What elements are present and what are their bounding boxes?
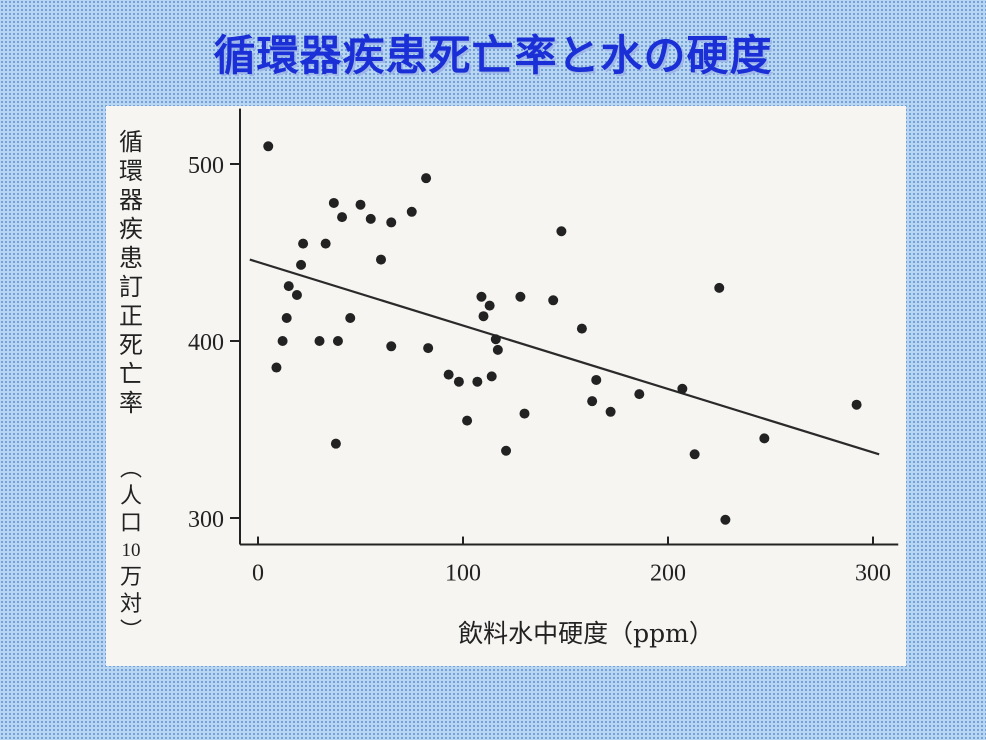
data-point	[277, 336, 288, 346]
trend-line	[249, 258, 880, 456]
y-tick-label: 500	[188, 153, 224, 179]
data-point	[556, 226, 567, 237]
scatter-chart: 0 100 200 300 300 400 500	[188, 108, 899, 587]
data-point	[386, 341, 397, 352]
x-tick-label: 300	[855, 561, 891, 587]
y-tick-label: 400	[188, 330, 224, 356]
data-point	[263, 141, 274, 152]
data-point	[519, 408, 530, 419]
x-axis-label: 飲料水中硬度（ppm）	[458, 619, 714, 648]
x-tick-label: 100	[445, 561, 481, 587]
data-point	[365, 213, 376, 224]
data-point	[320, 238, 331, 249]
data-point	[296, 259, 307, 270]
data-point	[337, 212, 348, 223]
y-axis-label: 循環器疾患訂正死亡率	[119, 128, 143, 417]
data-point	[355, 199, 366, 210]
data-point	[486, 371, 497, 382]
data-point	[330, 438, 341, 449]
y-unit-char: 万	[119, 565, 142, 590]
data-point	[759, 433, 770, 444]
data-point	[328, 197, 339, 208]
data-point	[332, 336, 343, 346]
x-tick-label: 200	[650, 561, 686, 587]
data-point	[587, 396, 598, 407]
data-point	[376, 254, 386, 265]
y-unit-paren-close: ︶	[119, 619, 142, 644]
data-point	[443, 369, 454, 380]
data-point	[462, 415, 473, 426]
y-unit-paren-open: ︵	[119, 457, 142, 482]
data-point	[492, 344, 503, 355]
y-unit-char: 口	[119, 511, 142, 536]
data-point	[478, 311, 489, 322]
data-point	[689, 449, 700, 460]
data-point	[677, 383, 688, 394]
data-point	[720, 514, 731, 525]
slide-title: 循環器疾患死亡率と水の硬度	[213, 31, 773, 80]
data-point	[515, 291, 526, 302]
data-point	[472, 376, 483, 387]
data-point	[283, 281, 294, 292]
data-point	[591, 374, 602, 385]
data-point	[501, 445, 512, 456]
data-point	[490, 334, 501, 345]
y-unit-char: 人	[119, 484, 142, 509]
chart-scan: 0 100 200 300 300 400 500 循環器疾患訂正死亡率 ︵ 人口 10 万対 …	[106, 106, 906, 666]
data-point	[576, 323, 587, 334]
data-point	[345, 312, 356, 323]
data-point	[453, 376, 464, 387]
x-tick-label: 0	[252, 561, 264, 587]
data-point	[851, 399, 862, 410]
data-point	[605, 406, 616, 417]
data-point	[548, 295, 559, 306]
y-unit-text: 人口 10 万対	[114, 483, 148, 618]
data-point	[634, 389, 645, 400]
data-point	[271, 362, 282, 373]
data-point	[291, 289, 302, 300]
data-point	[714, 282, 725, 293]
data-point	[386, 217, 397, 228]
data-point	[421, 173, 432, 184]
y-tick-label: 300	[188, 507, 224, 533]
data-point	[281, 312, 292, 323]
data-point	[314, 336, 325, 346]
data-point	[484, 300, 495, 311]
y-axis-unit-label: ︵ 人口 10 万対 ︶	[114, 456, 148, 645]
data-point	[298, 238, 309, 249]
data-point	[406, 206, 417, 217]
data-point	[423, 343, 434, 354]
y-unit-char: 対	[119, 592, 142, 617]
data-point	[476, 291, 487, 302]
y-unit-char: 10	[121, 540, 141, 561]
